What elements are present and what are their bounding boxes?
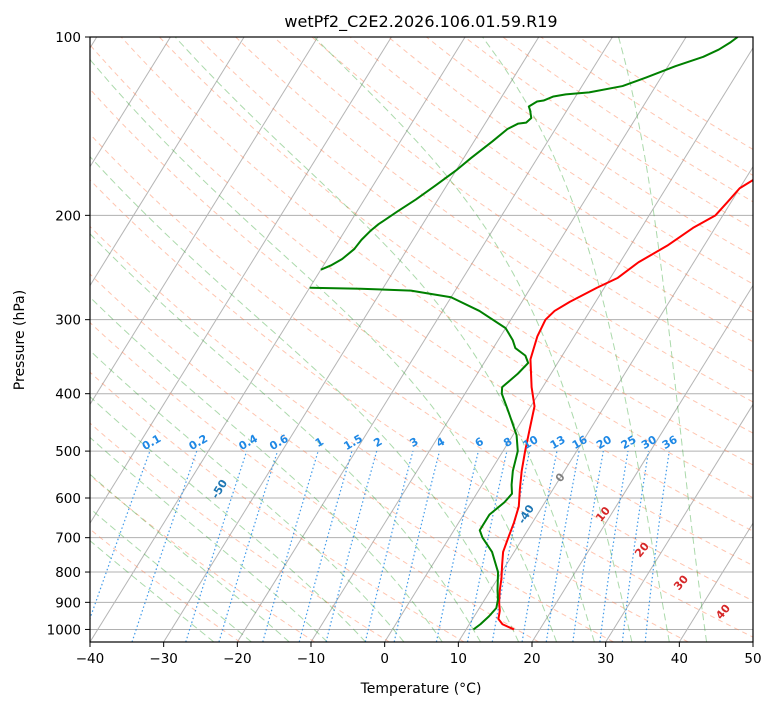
mixing-ratio-line	[466, 450, 508, 642]
x-tick-label: −20	[223, 651, 252, 667]
dry-adiabat-line	[387, 37, 753, 285]
x-tick-label: −10	[297, 651, 326, 667]
dry-adiabat-line	[540, 37, 753, 176]
mixing-ratio-line	[599, 451, 629, 642]
dry-adiabat-line	[235, 37, 753, 403]
chart-title: wetPf2_C2E2.2026.106.01.59.R19	[284, 12, 557, 32]
y-tick-label: 900	[55, 595, 81, 611]
mixing-ratio-line	[131, 450, 198, 642]
isotherm-line	[163, 37, 540, 642]
isotherm-line	[236, 37, 613, 642]
isotherm-line	[752, 641, 753, 642]
moist-adiabat-line	[90, 436, 328, 642]
y-tick-label: 200	[55, 208, 81, 224]
y-tick-label: 700	[55, 531, 81, 547]
mixing-ratio-line	[521, 450, 558, 642]
isotherm-line	[457, 165, 753, 642]
x-tick-label: 10	[450, 651, 467, 667]
mixing-ratio-line	[491, 450, 531, 642]
dry-adiabat-line	[90, 44, 753, 532]
mixing-ratio-line	[644, 451, 670, 642]
mixing-ratio-line	[90, 450, 151, 621]
dry-adiabat-line	[273, 37, 753, 373]
y-tick-label: 100	[55, 30, 81, 46]
isotherm-line	[90, 37, 392, 525]
y-tick-label: 800	[55, 565, 81, 581]
moist-adiabat-line	[482, 37, 670, 642]
plot-frame	[89, 36, 754, 643]
y-tick-label: 400	[55, 387, 81, 403]
moist-adiabat-line	[90, 507, 252, 642]
isotherm-line	[310, 37, 687, 642]
isotherm-line	[90, 37, 245, 287]
dry-adiabat-line	[90, 88, 753, 567]
dry-adiabat-line	[90, 179, 753, 638]
dry-adiabat-line	[90, 474, 315, 642]
mixing-ratio-line	[185, 450, 248, 642]
dry-adiabat-line	[578, 37, 753, 151]
temperature-profile-line	[497, 178, 753, 631]
y-tick-label: 500	[55, 444, 81, 460]
dewpoint-profile-line	[309, 286, 530, 631]
dry-adiabat-line	[426, 37, 753, 257]
dewpoint-profile-line	[320, 37, 739, 271]
plot-background	[90, 37, 753, 642]
x-tick-label: −40	[76, 651, 105, 667]
dry-adiabat-line	[349, 37, 753, 314]
mixing-ratio-line	[218, 450, 279, 642]
moist-adiabat-line	[90, 58, 558, 642]
moist-adiabat-line	[90, 233, 481, 642]
isotherm-line	[678, 522, 753, 642]
dry-adiabat-line	[90, 422, 390, 642]
isotherm-line	[384, 46, 753, 642]
dry-adiabat-line	[311, 37, 753, 343]
sounding-profiles	[309, 37, 753, 631]
x-tick-label: 40	[671, 651, 688, 667]
isotherm-line	[531, 284, 753, 642]
mixing-ratio-line	[325, 450, 378, 642]
dry-adiabat-line	[158, 37, 753, 466]
y-axis-label: Pressure (hPa)	[12, 290, 28, 390]
mixing-ratio-line	[262, 450, 319, 642]
isotherm-line	[605, 403, 753, 642]
moist-adiabat-line	[618, 37, 708, 642]
mixing-ratio-line	[298, 450, 353, 642]
dry-adiabat-line	[197, 37, 753, 434]
x-tick-label: 50	[744, 651, 761, 667]
mixing-ratio-line	[572, 450, 604, 642]
mixing-ratio-line	[435, 450, 479, 642]
x-tick-label: −30	[149, 651, 178, 667]
background-lines	[90, 37, 753, 642]
moist-adiabat-line	[313, 37, 633, 642]
y-tick-label: 300	[55, 313, 81, 329]
isotherm-line	[90, 37, 319, 406]
y-tick-label: 1000	[47, 622, 81, 638]
axes: −40 −30 −20 −10 0 10 20 30 40 50 100 200 300 400 500 60…	[47, 30, 762, 667]
dry-adiabat-line	[120, 37, 753, 499]
dry-adiabat-line	[90, 133, 753, 602]
moist-adiabat-line	[90, 396, 366, 642]
y-tick-label: 600	[55, 491, 81, 507]
x-axis-label: Temperature (°C)	[360, 681, 482, 697]
moist-adiabat-line	[90, 540, 215, 642]
dry-adiabat-line	[90, 273, 614, 642]
mixing-ratio-line	[393, 450, 441, 642]
isotherm-line	[90, 37, 171, 168]
x-tick-label: 0	[380, 651, 389, 667]
x-tick-label: 30	[597, 651, 614, 667]
mixing-ratio-line	[621, 451, 650, 642]
isotherm-line	[90, 37, 466, 642]
mixing-ratio-line	[545, 450, 580, 642]
mixing-ratio-line	[364, 450, 414, 642]
dry-adiabat-line	[90, 225, 689, 642]
x-tick-label: 20	[523, 651, 540, 667]
moist-adiabat-line	[90, 349, 405, 642]
